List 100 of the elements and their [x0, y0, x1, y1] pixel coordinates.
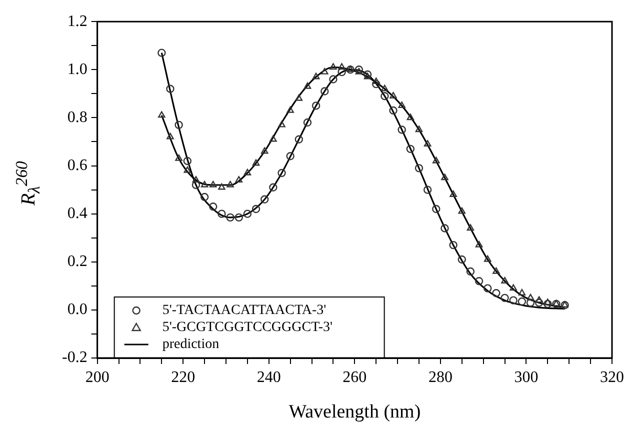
point: [432, 204, 440, 214]
point: [484, 284, 492, 292]
y-tick-label: 0.2: [67, 253, 88, 270]
point: [174, 120, 183, 130]
point: [278, 120, 286, 128]
point: [158, 111, 166, 118]
point: [380, 92, 389, 100]
point: [234, 213, 243, 222]
point: [329, 75, 338, 84]
point: [501, 277, 508, 284]
point: [218, 210, 226, 218]
y-tick-label: 0.6: [67, 156, 88, 174]
y-tick-label: 1.2: [67, 12, 88, 30]
x-tick-label: 240: [256, 368, 281, 386]
point: [209, 202, 218, 211]
point: [210, 180, 217, 188]
legend-label: 5'-GCGTCGGTCCGGGCT-3': [162, 320, 333, 336]
point: [166, 84, 174, 93]
point: [200, 180, 208, 188]
point: [278, 168, 286, 178]
point: [398, 102, 406, 108]
point: [192, 180, 200, 190]
point: [338, 63, 346, 70]
point: [235, 176, 242, 183]
point: [320, 87, 329, 96]
point: [552, 300, 560, 308]
point: [414, 164, 424, 172]
x-axis-title: Wavelength (nm): [288, 402, 421, 423]
point: [312, 102, 320, 110]
point: [330, 63, 337, 70]
point: [441, 174, 448, 180]
point: [363, 70, 372, 79]
x-tick-label: 220: [171, 368, 196, 386]
point: [269, 183, 278, 192]
point: [544, 298, 552, 306]
point: [534, 298, 544, 307]
point: [372, 80, 380, 88]
point: [406, 144, 415, 154]
point: [440, 224, 449, 232]
point: [424, 140, 432, 146]
point: [226, 213, 234, 222]
x-tick-label: 260: [342, 368, 367, 386]
point: [518, 289, 526, 296]
point: [372, 78, 380, 84]
point: [200, 192, 209, 202]
point: [450, 190, 457, 197]
point: [561, 301, 568, 308]
x-tick-label: 320: [600, 368, 624, 386]
point: [226, 180, 234, 188]
point: [286, 152, 294, 160]
point: [552, 300, 560, 306]
y-tick-label: 1.0: [67, 60, 88, 78]
point: [466, 224, 474, 231]
point: [432, 156, 440, 164]
point: [526, 298, 535, 307]
point: [526, 294, 534, 300]
point: [338, 68, 346, 76]
point: [535, 296, 543, 303]
point: [270, 135, 277, 142]
point: [252, 159, 260, 166]
x-tick-label: 280: [428, 368, 452, 386]
point: [303, 118, 312, 127]
x-tick-label: 300: [514, 368, 538, 386]
point: [312, 72, 320, 80]
point: [295, 94, 303, 101]
point: [192, 176, 200, 183]
x-tick-label: 200: [85, 368, 110, 386]
point: [260, 147, 268, 154]
point: [509, 296, 518, 304]
point: [423, 186, 432, 194]
y-tick-label: -0.2: [62, 349, 88, 366]
point: [492, 267, 500, 274]
point: [252, 204, 260, 214]
y-tick-label: 0.8: [67, 108, 88, 126]
point: [364, 72, 372, 80]
point: [458, 255, 466, 264]
point: [175, 154, 182, 161]
point: [304, 82, 312, 89]
point: [166, 132, 174, 140]
point: [243, 210, 252, 218]
point: [286, 106, 294, 113]
point: [518, 297, 526, 306]
point: [484, 255, 492, 262]
point: [398, 126, 406, 134]
legend-label: prediction: [162, 337, 220, 352]
point: [560, 301, 569, 310]
point: [475, 240, 483, 248]
point: [183, 156, 192, 166]
point: [381, 84, 388, 92]
point: [158, 48, 166, 57]
point: [474, 277, 484, 286]
point: [390, 92, 397, 98]
point: [449, 240, 458, 250]
point: [415, 126, 423, 132]
point: [218, 183, 226, 190]
point: [184, 166, 192, 173]
point: [544, 300, 552, 308]
point: [406, 114, 414, 120]
y-tick-label: 0.0: [67, 301, 88, 318]
point: [389, 106, 398, 115]
